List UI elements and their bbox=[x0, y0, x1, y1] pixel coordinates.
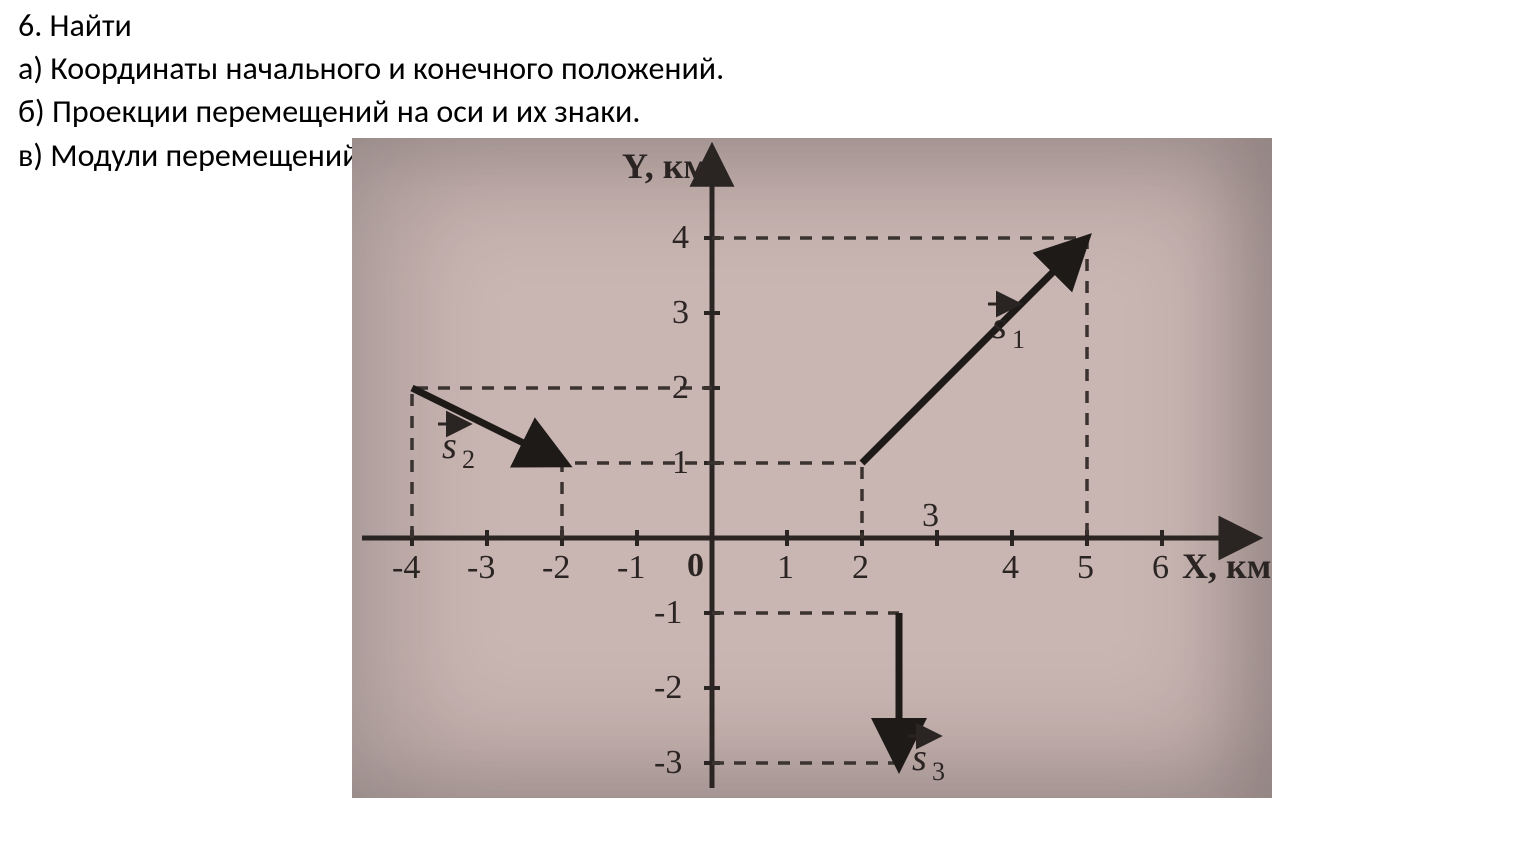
problem-part-b: б) Проекции перемещений на оси и их знак… bbox=[18, 92, 640, 131]
label-s1: s 1 bbox=[988, 304, 1025, 354]
coordinate-chart: Y, км X, км 0 -4 -3 -2 -1 1 2 3 4 5 6 1 … bbox=[352, 138, 1272, 798]
y-tick-1: 1 bbox=[672, 444, 689, 481]
x-tick--2: -2 bbox=[542, 549, 570, 586]
vector-s1 bbox=[862, 243, 1082, 463]
origin-label: 0 bbox=[687, 547, 704, 584]
svg-text:2: 2 bbox=[462, 445, 475, 474]
x-tick-6: 6 bbox=[1152, 549, 1169, 586]
x-tick-3: 3 bbox=[922, 497, 939, 534]
x-tick--3: -3 bbox=[467, 549, 495, 586]
svg-text:1: 1 bbox=[1012, 325, 1025, 354]
svg-text:3: 3 bbox=[932, 757, 945, 786]
y-tick--2: -2 bbox=[654, 669, 682, 706]
chart-photo: Y, км X, км 0 -4 -3 -2 -1 1 2 3 4 5 6 1 … bbox=[352, 138, 1272, 798]
y-tick-2: 2 bbox=[672, 369, 689, 406]
x-tick-2: 2 bbox=[852, 549, 869, 586]
x-tick-1: 1 bbox=[777, 549, 794, 586]
problem-part-a: а) Координаты начального и конечного пол… bbox=[18, 49, 724, 88]
dashed-helpers bbox=[412, 238, 1087, 763]
y-tick--1: -1 bbox=[654, 594, 682, 631]
label-s2: s 2 bbox=[438, 424, 475, 474]
vector-s2 bbox=[412, 388, 560, 461]
x-tick--4: -4 bbox=[392, 549, 420, 586]
svg-text:s: s bbox=[442, 425, 457, 467]
x-tick-4: 4 bbox=[1002, 549, 1019, 586]
svg-text:s: s bbox=[992, 305, 1007, 347]
problem-number: 6. bbox=[18, 6, 42, 45]
x-tick--1: -1 bbox=[617, 549, 645, 586]
y-tick-4: 4 bbox=[672, 219, 689, 256]
x-tick-5: 5 bbox=[1077, 549, 1094, 586]
y-tick--3: -3 bbox=[654, 744, 682, 781]
x-axis-label: X, км bbox=[1182, 546, 1271, 586]
svg-text:s: s bbox=[912, 737, 927, 779]
problem-part-c: в) Модули перемещений. bbox=[18, 136, 368, 175]
problem-prompt: Найти bbox=[50, 6, 132, 45]
y-tick-3: 3 bbox=[672, 294, 689, 331]
y-axis-label: Y, км bbox=[622, 146, 708, 186]
label-s3: s 3 bbox=[908, 736, 945, 786]
